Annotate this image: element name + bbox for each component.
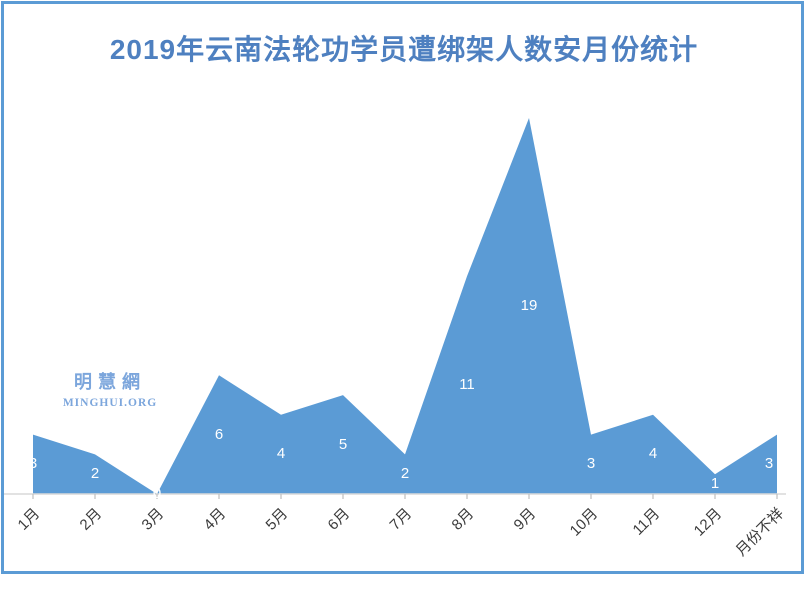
data-label: 3 bbox=[28, 455, 38, 473]
data-label: 6 bbox=[214, 425, 224, 443]
area-chart-plot bbox=[4, 118, 786, 499]
chart-title: 2019年云南法轮功学员遭绑架人数安月份统计 bbox=[109, 34, 699, 65]
data-label: 1 bbox=[710, 475, 720, 493]
watermark-chinese-text: 明慧網 bbox=[74, 372, 146, 392]
data-label: 19 bbox=[520, 297, 538, 314]
data-label: 3 bbox=[586, 455, 596, 473]
data-label: 2 bbox=[400, 465, 410, 483]
data-label: 4 bbox=[648, 445, 658, 463]
minghui-watermark: 明慧網 MINGHUI.ORG bbox=[40, 368, 180, 409]
data-label: 11 bbox=[459, 376, 475, 394]
area-series bbox=[33, 118, 777, 494]
x-axis-ticks bbox=[32, 494, 778, 499]
data-label: 0 bbox=[152, 485, 162, 502]
data-label: 3 bbox=[764, 455, 774, 473]
data-label: 5 bbox=[338, 435, 348, 453]
watermark-url-text: MINGHUI.ORG bbox=[62, 397, 158, 409]
data-label: 4 bbox=[276, 445, 286, 463]
data-label: 2 bbox=[90, 465, 100, 483]
